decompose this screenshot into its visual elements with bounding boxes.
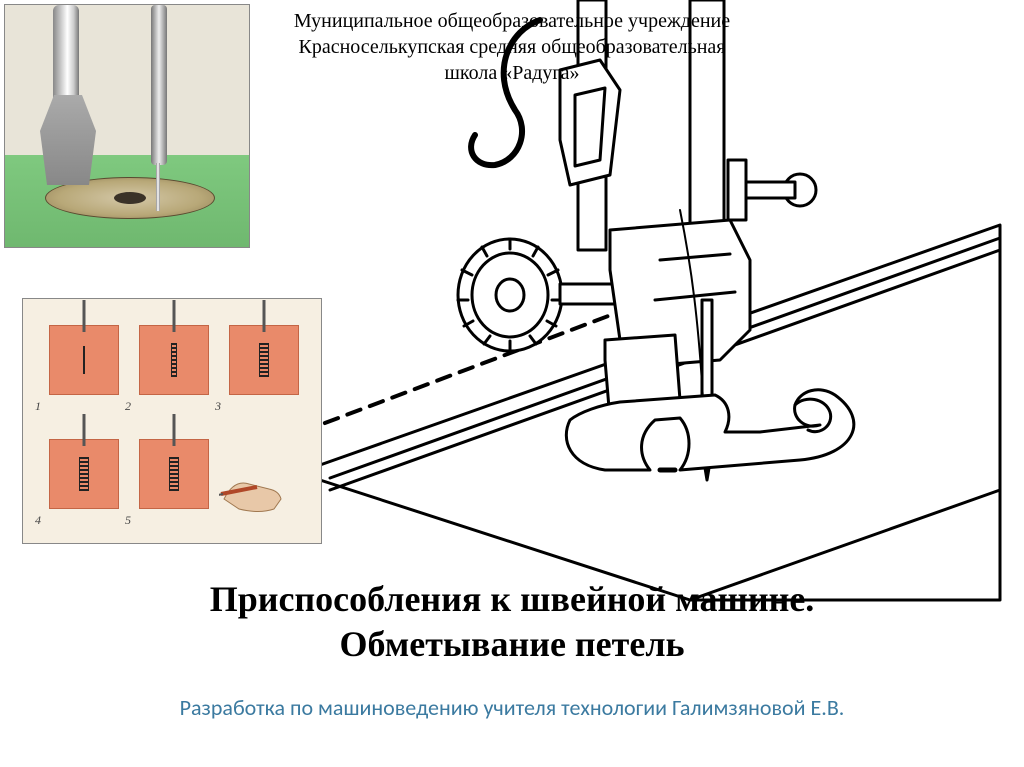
- header-line-3: школа «Радуга»: [0, 60, 1024, 86]
- stitch-mark: [79, 457, 89, 491]
- needle: [156, 163, 160, 211]
- institution-header: Муниципальное общеобразовательное учрежд…: [0, 8, 1024, 86]
- stitch-mark: [83, 346, 85, 374]
- stitch-mark: [169, 457, 179, 491]
- swatch-number-3: 3: [215, 399, 221, 414]
- needle-mini-icon: [263, 300, 266, 332]
- slide-page: Муниципальное общеобразовательное учрежд…: [0, 0, 1024, 767]
- header-line-2: Красноселькупская средняя общеобразовате…: [0, 34, 1024, 60]
- stitch-mark: [259, 343, 269, 377]
- photo-buttonhole-steps: 1 2 3 4 5: [22, 298, 322, 544]
- swatch-1: [49, 325, 119, 395]
- slide-title: Приспособления к швейной машине. Обметыв…: [0, 577, 1024, 667]
- stitch-mark: [171, 343, 177, 377]
- swatch-number-1: 1: [35, 399, 41, 414]
- swatch-4: [49, 439, 119, 509]
- swatch-5: [139, 439, 209, 509]
- swatch-number-4: 4: [35, 513, 41, 528]
- header-line-1: Муниципальное общеобразовательное учрежд…: [0, 8, 1024, 34]
- title-line-2: Обметывание петель: [0, 622, 1024, 667]
- presser-foot: [33, 95, 103, 185]
- title-line-1: Приспособления к швейной машине.: [0, 577, 1024, 622]
- needle-mini-icon: [173, 414, 176, 446]
- swatch-2: [139, 325, 209, 395]
- swatch-3: [229, 325, 299, 395]
- hand-with-seamripper-icon: [219, 459, 299, 519]
- needle-mini-icon: [83, 300, 86, 332]
- needle-mini-icon: [83, 414, 86, 446]
- slide-subtitle: Разработка по машиноведению учителя техн…: [0, 694, 1024, 721]
- swatch-number-2: 2: [125, 399, 131, 414]
- sewing-foot-line-drawing: [260, 0, 1020, 620]
- needle-mini-icon: [173, 300, 176, 332]
- swatch-number-5: 5: [125, 513, 131, 528]
